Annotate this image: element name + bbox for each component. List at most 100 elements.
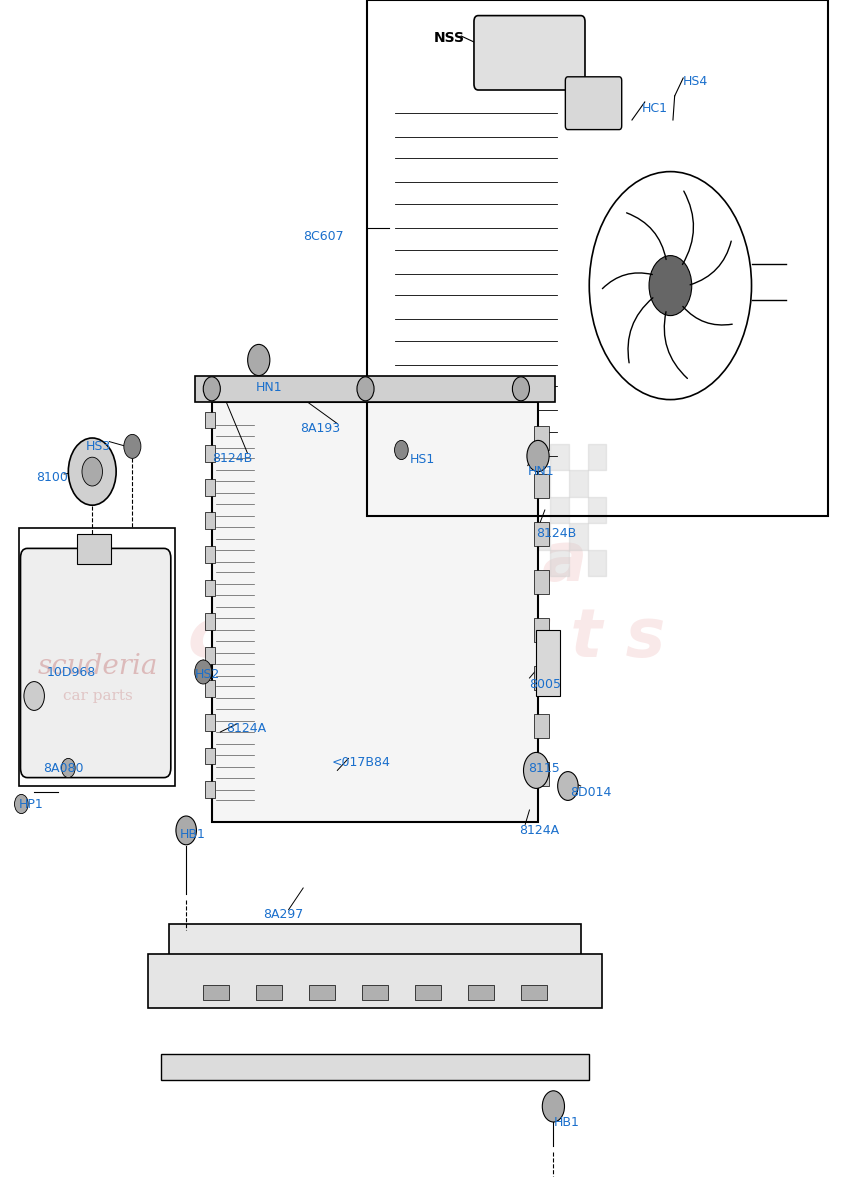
Bar: [587, 497, 606, 523]
Circle shape: [557, 772, 577, 800]
Text: car parts: car parts: [314, 608, 454, 640]
Text: 8A193: 8A193: [300, 422, 340, 434]
Bar: [568, 470, 587, 497]
FancyArrowPatch shape: [664, 312, 687, 378]
Text: 8115: 8115: [527, 762, 559, 774]
Text: scuderia
c a r p a r t s: scuderia c a r p a r t s: [189, 529, 664, 671]
Bar: [533, 714, 548, 738]
Bar: [587, 444, 606, 470]
Circle shape: [394, 440, 408, 460]
Bar: [205, 479, 215, 496]
Text: HS4: HS4: [682, 76, 708, 88]
Bar: [203, 985, 229, 1000]
Circle shape: [61, 758, 75, 778]
FancyBboxPatch shape: [20, 548, 171, 778]
FancyBboxPatch shape: [473, 16, 584, 90]
Bar: [212, 402, 537, 822]
Circle shape: [526, 440, 548, 472]
Bar: [531, 523, 549, 550]
Text: HC1: HC1: [641, 102, 667, 114]
Bar: [205, 512, 215, 529]
FancyArrowPatch shape: [627, 298, 652, 362]
Text: 8C607: 8C607: [303, 230, 344, 242]
Bar: [205, 445, 215, 462]
Text: HN1: HN1: [527, 466, 554, 478]
Bar: [205, 647, 215, 664]
Text: 8124B: 8124B: [536, 528, 576, 540]
Text: HN1: HN1: [256, 382, 282, 394]
Bar: [512, 444, 531, 470]
Bar: [533, 762, 548, 786]
Bar: [512, 497, 531, 523]
Circle shape: [523, 752, 548, 788]
Bar: [533, 474, 548, 498]
Circle shape: [68, 438, 116, 505]
Text: HB1: HB1: [553, 1116, 578, 1128]
Circle shape: [15, 794, 28, 814]
Bar: [205, 748, 215, 764]
Bar: [533, 666, 548, 690]
Text: <017B84: <017B84: [331, 756, 390, 768]
Bar: [531, 470, 549, 497]
Bar: [536, 630, 560, 696]
Circle shape: [194, 660, 212, 684]
Bar: [512, 550, 531, 576]
Text: HS1: HS1: [409, 454, 435, 466]
Bar: [467, 985, 493, 1000]
Bar: [520, 985, 546, 1000]
Bar: [549, 444, 568, 470]
FancyArrowPatch shape: [689, 241, 730, 284]
Text: 8124B: 8124B: [212, 452, 252, 464]
Bar: [205, 714, 215, 731]
FancyArrowPatch shape: [682, 306, 731, 325]
Text: HP1: HP1: [19, 798, 44, 810]
Bar: [169, 924, 580, 966]
Bar: [362, 985, 387, 1000]
Bar: [549, 550, 568, 576]
Circle shape: [542, 1091, 564, 1122]
Bar: [205, 580, 215, 596]
Bar: [256, 985, 281, 1000]
Bar: [148, 954, 601, 1008]
Text: scuderia: scuderia: [252, 546, 516, 606]
Text: 8124A: 8124A: [519, 824, 559, 836]
Text: HS3: HS3: [85, 440, 111, 452]
Circle shape: [24, 682, 44, 710]
Circle shape: [512, 377, 529, 401]
Bar: [205, 680, 215, 697]
Circle shape: [82, 457, 102, 486]
Text: 10D968: 10D968: [47, 666, 96, 678]
Text: HB1: HB1: [179, 828, 205, 840]
Text: scuderia: scuderia: [38, 653, 158, 679]
Circle shape: [176, 816, 196, 845]
Text: HS2: HS2: [194, 668, 220, 680]
Bar: [533, 426, 548, 450]
Circle shape: [247, 344, 270, 376]
FancyArrowPatch shape: [601, 272, 652, 289]
Bar: [194, 376, 554, 402]
Circle shape: [203, 377, 220, 401]
Circle shape: [648, 256, 691, 316]
Text: 8005: 8005: [529, 678, 560, 690]
Bar: [533, 618, 548, 642]
Bar: [568, 523, 587, 550]
Text: 8D014: 8D014: [570, 786, 611, 798]
Text: 8A297: 8A297: [263, 908, 303, 920]
Text: 8100: 8100: [36, 472, 67, 484]
Bar: [205, 781, 215, 798]
Bar: [533, 522, 548, 546]
Text: NSS: NSS: [433, 31, 464, 46]
Text: car parts: car parts: [63, 689, 133, 703]
Text: 8A080: 8A080: [43, 762, 83, 774]
Bar: [160, 1054, 589, 1080]
Bar: [309, 985, 334, 1000]
Bar: [533, 570, 548, 594]
Bar: [587, 550, 606, 576]
Bar: [77, 534, 111, 564]
Bar: [367, 0, 827, 516]
Circle shape: [357, 377, 374, 401]
Bar: [205, 412, 215, 428]
Bar: [549, 497, 568, 523]
FancyArrowPatch shape: [682, 191, 693, 264]
FancyArrowPatch shape: [626, 212, 665, 259]
